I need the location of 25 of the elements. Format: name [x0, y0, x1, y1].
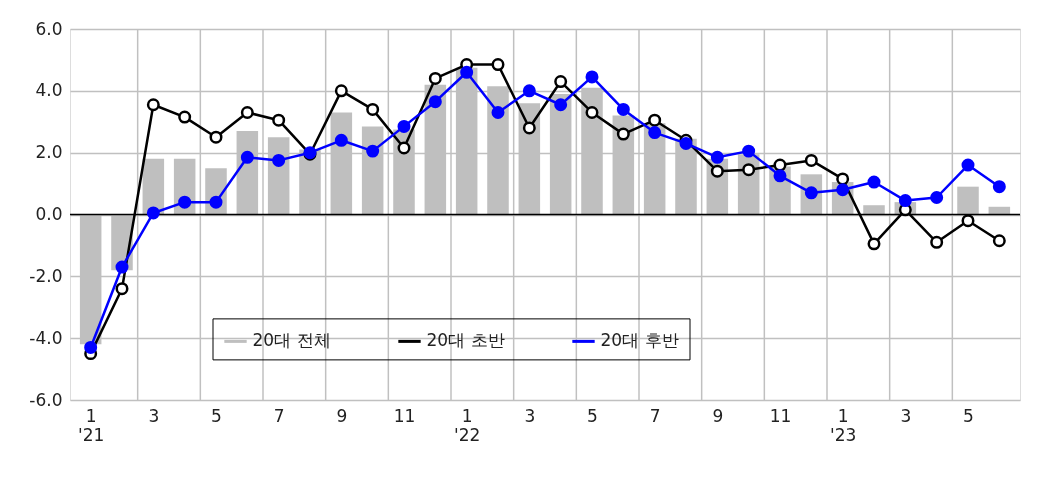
x-tick-label: 5	[587, 405, 598, 426]
x-tick-label: 9	[336, 405, 348, 426]
y-tick-label: 0.0	[35, 204, 63, 224]
y-tick-label: 4.0	[35, 80, 63, 101]
x-tick-label: 1 '23	[830, 405, 857, 445]
x-tick-label: 3	[900, 405, 912, 426]
x-tick-label: 5	[211, 405, 222, 426]
y-tick-label: -4.0	[29, 327, 63, 348]
y-tick-label: -2.0	[29, 265, 63, 286]
y-tick-label: 6.0	[35, 18, 63, 39]
x-tick-label: 11	[393, 405, 416, 426]
legend-label: 20대 후반	[600, 330, 679, 351]
y-tick-label: -6.0	[29, 389, 63, 410]
x-tick-label: 3	[148, 405, 160, 426]
x-tick-label: 7	[273, 405, 285, 426]
legend-label: 20대 초반	[426, 330, 505, 351]
x-tick-label: 11	[769, 405, 792, 426]
y-tick-label: 2.0	[35, 142, 63, 163]
x-tick-label: 5	[963, 405, 974, 426]
x-tick-label: 1 '22	[454, 405, 481, 445]
x-tick-label: 3	[524, 405, 536, 426]
x-tick-label: 7	[649, 405, 661, 426]
x-tick-label: 1 '21	[78, 405, 105, 445]
legend-label: 20대 전체	[252, 330, 331, 351]
x-tick-label: 9	[712, 405, 724, 426]
